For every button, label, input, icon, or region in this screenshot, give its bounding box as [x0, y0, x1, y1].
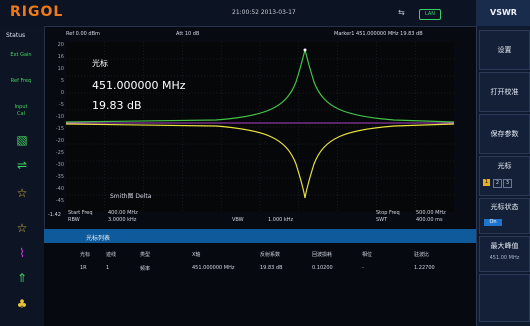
softkey-menu-title: VSWR: [476, 0, 530, 26]
status-item-ext-gain[interactable]: Ext Gain: [10, 52, 32, 58]
stop-freq-value: 500.00 MHz: [416, 210, 446, 216]
y-tick: -45: [55, 198, 64, 204]
attenuation: Att 10 dB: [176, 31, 200, 37]
y-tick: -10: [55, 114, 64, 120]
signal-icon[interactable]: ⇑: [16, 271, 28, 285]
start-freq-label: Start Freq: [68, 210, 93, 216]
swt-label: SWT: [376, 217, 388, 223]
top-bar: RIGOL 21:00:52 2013-03-17 ⇆ LAN: [0, 0, 530, 27]
y-tick: 16: [57, 54, 64, 60]
marker-point: [303, 48, 307, 52]
marker-readout: Marker1 451.000000 MHz 19.83 dB: [334, 31, 423, 37]
y-tick: -35: [55, 174, 64, 180]
left-value: -1.42: [48, 212, 61, 218]
marker-value: 19.83 dB: [92, 99, 142, 112]
marker-table-title: 光标列表: [86, 235, 111, 242]
rbw-label: RBW: [68, 217, 80, 223]
spectrum-plot[interactable]: [65, 42, 455, 212]
y-tick: 0: [60, 90, 64, 96]
chart-icon[interactable]: ▧: [16, 133, 28, 147]
table-cell[interactable]: 0.10200: [312, 265, 333, 271]
table-header: 驻波比: [414, 252, 430, 258]
y-tick: 10: [57, 66, 64, 72]
datetime: 21:00:52 2013-03-17: [232, 9, 296, 16]
marker-title: 光标: [92, 59, 108, 68]
marker-select-1[interactable]: 1: [483, 179, 490, 186]
softkey-marker[interactable]: 光标 1 2 3: [479, 156, 530, 196]
trace-note: Smith图 Delta: [110, 193, 152, 200]
swt-value: 400.00 ms: [416, 217, 443, 223]
status-item-input-cal[interactable]: Input Cal: [14, 104, 28, 117]
y-tick: 5: [60, 78, 64, 84]
rigol-logo: RIGOL: [10, 4, 64, 20]
vbw-value: 1.000 kHz: [268, 217, 294, 223]
lan-badge: LAN: [419, 9, 441, 20]
vbw-label: VBW: [232, 217, 244, 223]
table-cell[interactable]: 1R: [80, 265, 87, 271]
y-tick: 20: [57, 42, 64, 48]
trigger-icon[interactable]: ⇌: [16, 158, 28, 172]
y-tick: -30: [55, 162, 64, 168]
table-cell[interactable]: 19.83 dB: [260, 265, 283, 271]
softkey-setup[interactable]: 设置: [479, 30, 530, 70]
peak-value: 451.00 MHz: [489, 255, 520, 261]
start-freq-value: 400.00 MHz: [108, 210, 138, 216]
status-title: Status: [6, 32, 26, 39]
marker-table: [44, 243, 476, 326]
rbw-value: 3.0000 kHz: [108, 217, 137, 223]
status-panel: Status: [0, 26, 45, 326]
marker-table-header-band: [44, 229, 476, 243]
table-header: 反射系数: [260, 252, 281, 258]
marker-state-on-toggle[interactable]: On: [484, 219, 502, 226]
table-cell[interactable]: -: [362, 265, 364, 271]
softkey-max-peak[interactable]: 最大峰值 451.00 MHz: [479, 236, 530, 272]
y-tick: -40: [55, 186, 64, 192]
measure-header: Ref 0.00 dBm Att 10 dB Marker1 451.00000…: [44, 26, 476, 40]
y-tick: -20: [55, 138, 64, 144]
y-tick: -5: [59, 102, 64, 108]
star-icon[interactable]: ☆: [16, 186, 28, 200]
user-icon[interactable]: ♣: [16, 297, 28, 311]
ref-level: Ref 0.00 dBm: [66, 31, 100, 37]
table-header: 类型: [140, 252, 151, 258]
marker-select-3[interactable]: 3: [503, 179, 512, 188]
trace-svg: [65, 42, 455, 212]
table-header: 迹线: [106, 252, 117, 258]
table-cell[interactable]: 频率: [140, 266, 151, 272]
status-item-ref-freq[interactable]: Ref Freq: [10, 78, 32, 84]
y-tick: -25: [55, 150, 64, 156]
usb-icon: ⇆: [398, 8, 405, 17]
table-header: 光标: [80, 252, 91, 258]
table-cell[interactable]: 451.000000 MHz: [192, 265, 235, 271]
softkey-open-calibration[interactable]: 打开校准: [479, 72, 530, 112]
star-icon[interactable]: ☆: [16, 221, 28, 235]
yellow-trace: [65, 123, 455, 199]
softkey-marker-state[interactable]: 光标状态 On: [479, 198, 530, 234]
softkey-save-params[interactable]: 保存参数: [479, 114, 530, 154]
table-cell[interactable]: 1.22700: [414, 265, 435, 271]
table-header: 回波损耗: [312, 252, 333, 258]
marker-select-2[interactable]: 2: [493, 179, 502, 188]
marker-frequency: 451.000000 MHz: [92, 79, 186, 92]
table-header: 相位: [362, 252, 373, 258]
stop-freq-label: Stop Freq: [376, 210, 400, 216]
table-cell[interactable]: 1: [106, 265, 110, 271]
y-tick: -15: [55, 126, 64, 132]
table-header: X轴: [192, 252, 201, 258]
trace-icon[interactable]: ⌇: [19, 246, 25, 260]
menu-title-text: VSWR: [490, 8, 517, 17]
softkey-blank[interactable]: [479, 274, 530, 322]
